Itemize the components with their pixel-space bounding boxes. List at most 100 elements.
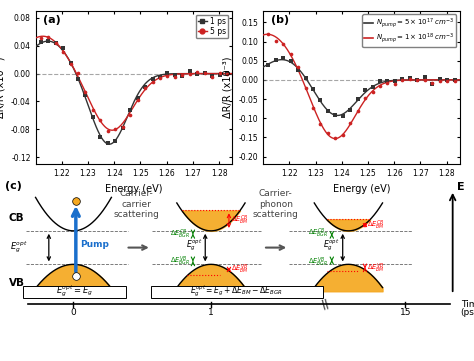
- Point: [119, 124, 127, 130]
- Text: E: E: [457, 182, 465, 192]
- Point: [391, 81, 399, 86]
- Point: [346, 107, 354, 113]
- Text: $E_g^{opt} = E_g + \Delta E_{BM} - \Delta E_{BGR}$: $E_g^{opt} = E_g + \Delta E_{BM} - \Delt…: [191, 284, 283, 300]
- Point: [156, 74, 164, 80]
- Point: [201, 70, 209, 76]
- Point: [391, 78, 399, 84]
- Text: $\Delta E_{BGR}^{VB}$: $\Delta E_{BGR}^{VB}$: [170, 255, 191, 268]
- Text: $\Delta E_{BGR}^{VB}$: $\Delta E_{BGR}^{VB}$: [308, 255, 328, 269]
- Point: [141, 86, 149, 91]
- Point: [406, 77, 414, 82]
- Text: CB: CB: [9, 213, 24, 223]
- Text: Time: Time: [461, 300, 474, 309]
- Point: [413, 77, 421, 83]
- Text: (a): (a): [44, 16, 61, 25]
- Point: [89, 107, 97, 113]
- Text: 15: 15: [400, 308, 411, 317]
- Point: [331, 113, 339, 118]
- Point: [309, 105, 317, 110]
- Text: $\Delta E_{BM}^{VB}$: $\Delta E_{BM}^{VB}$: [367, 261, 385, 274]
- Point: [74, 76, 82, 82]
- Point: [331, 135, 339, 141]
- Text: $E_g^{opt}$: $E_g^{opt}$: [186, 238, 202, 253]
- Text: carrier: carrier: [121, 200, 152, 209]
- Point: [339, 132, 346, 138]
- Point: [97, 117, 104, 123]
- Point: [127, 107, 134, 113]
- Point: [111, 138, 119, 144]
- Point: [354, 96, 362, 102]
- Point: [361, 95, 369, 101]
- Point: [428, 81, 436, 87]
- Legend: $N_{pump}=5\times10^{17}\ cm^{-3}$, $N_{pump}=1\times10^{18}\ cm^{-3}$: $N_{pump}=5\times10^{17}\ cm^{-3}$, $N_{…: [362, 14, 456, 47]
- Point: [149, 79, 156, 85]
- Legend: 1 ps, 5 ps: 1 ps, 5 ps: [195, 15, 228, 38]
- Point: [127, 112, 134, 117]
- Point: [82, 92, 89, 98]
- Point: [443, 78, 451, 83]
- Point: [119, 125, 127, 131]
- Point: [74, 70, 82, 76]
- Point: [111, 126, 119, 132]
- Text: scattering: scattering: [114, 210, 159, 219]
- Text: $\Delta E_{BM}^{CB}$: $\Delta E_{BM}^{CB}$: [367, 218, 385, 232]
- Point: [52, 40, 59, 46]
- Point: [436, 76, 444, 82]
- Point: [216, 70, 223, 76]
- Point: [45, 39, 52, 44]
- Text: 0: 0: [71, 308, 76, 317]
- Text: Carrier-: Carrier-: [259, 190, 293, 199]
- Point: [324, 108, 332, 114]
- Y-axis label: ΔR/R (x10⁻³): ΔR/R (x10⁻³): [0, 57, 5, 118]
- Point: [209, 73, 216, 79]
- Text: $E_g^{opt}$: $E_g^{opt}$: [10, 240, 27, 255]
- Point: [421, 78, 428, 83]
- Point: [302, 75, 310, 81]
- Text: $\Delta E_{BGR}^{CB}$: $\Delta E_{BGR}^{CB}$: [170, 227, 191, 241]
- Point: [193, 69, 201, 75]
- Point: [67, 61, 74, 66]
- Point: [376, 83, 384, 89]
- Point: [134, 95, 141, 101]
- Text: VB: VB: [9, 278, 25, 288]
- Point: [451, 78, 458, 83]
- X-axis label: Energy (eV): Energy (eV): [105, 184, 163, 193]
- Point: [369, 84, 376, 90]
- Point: [67, 60, 74, 66]
- Text: (ps): (ps): [461, 308, 474, 317]
- Point: [287, 52, 294, 57]
- Point: [264, 62, 272, 68]
- Point: [134, 97, 141, 103]
- Point: [399, 77, 406, 82]
- Point: [302, 86, 310, 91]
- Y-axis label: ΔR/R (x10⁻³): ΔR/R (x10⁻³): [223, 57, 233, 118]
- Point: [339, 113, 346, 119]
- Point: [324, 130, 332, 136]
- Point: [186, 71, 193, 77]
- Point: [406, 75, 414, 81]
- Point: [156, 75, 164, 81]
- Point: [272, 38, 280, 44]
- Point: [104, 128, 111, 134]
- Point: [89, 114, 97, 120]
- Point: [421, 75, 428, 81]
- Point: [413, 77, 421, 83]
- FancyBboxPatch shape: [23, 286, 126, 297]
- Point: [59, 49, 67, 55]
- Point: [399, 77, 406, 82]
- Text: phonon: phonon: [259, 200, 293, 209]
- Text: 1: 1: [208, 308, 214, 317]
- Point: [37, 35, 45, 41]
- Text: $E_g^{opt}$: $E_g^{opt}$: [323, 238, 340, 253]
- Point: [59, 45, 67, 51]
- Point: [294, 64, 302, 70]
- Text: (c): (c): [5, 180, 22, 191]
- Point: [361, 87, 369, 93]
- Text: Carrier-: Carrier-: [119, 190, 154, 199]
- Point: [451, 79, 458, 84]
- Point: [294, 67, 302, 73]
- Point: [436, 78, 444, 83]
- Point: [104, 140, 111, 146]
- Point: [443, 77, 451, 83]
- Point: [216, 71, 223, 77]
